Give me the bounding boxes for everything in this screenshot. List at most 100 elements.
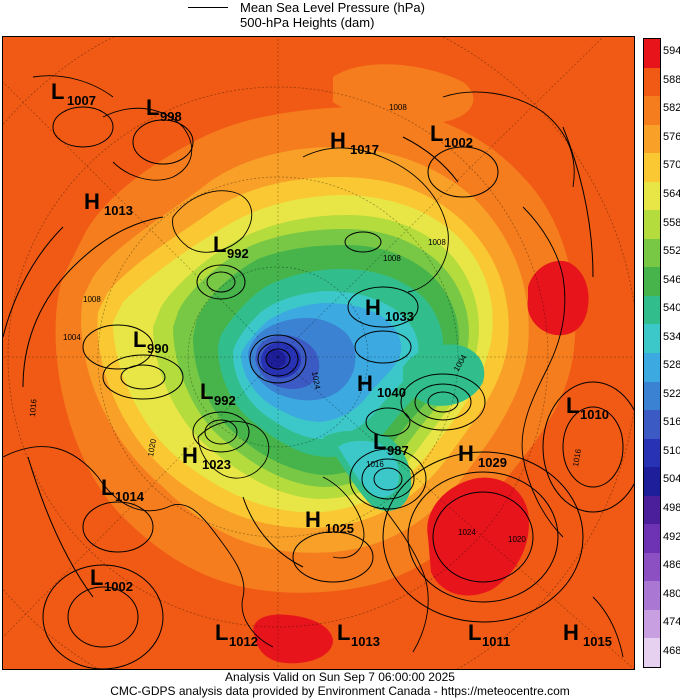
- height-band-594-east: [527, 260, 589, 336]
- colorbar-level-label: 540: [663, 302, 680, 315]
- isobar-label: 1024: [458, 528, 476, 537]
- svg-text:1007: 1007: [67, 93, 96, 108]
- svg-text:L: L: [337, 620, 350, 645]
- low-pressure-system: L 992: [200, 379, 236, 408]
- isobar-label: 1016: [571, 448, 583, 468]
- svg-text:992: 992: [214, 393, 236, 408]
- low-pressure-system: L 990: [133, 327, 169, 356]
- latitude-rings: [3, 37, 634, 669]
- colorbar-level-label: 546: [663, 273, 680, 286]
- svg-text:L: L: [215, 620, 228, 645]
- data-credit-text: CMC-GDPS analysis data provided by Envir…: [110, 684, 570, 698]
- footer: Analysis Valid on Sun Sep 7 06:00:00 202…: [0, 670, 680, 698]
- analysis-valid-text: Analysis Valid on Sun Sep 7 06:00:00 202…: [225, 670, 455, 684]
- low-pressure-system: L 987: [373, 429, 409, 458]
- svg-text:L: L: [213, 232, 226, 257]
- svg-text:1010: 1010: [580, 407, 609, 422]
- longitude-lines: [3, 37, 634, 669]
- colorbar-level-label: 588: [663, 73, 680, 86]
- colorbar-level-label: 510: [663, 444, 680, 457]
- height-band-594-south: [253, 614, 333, 664]
- low-pressure-system: L 1012: [215, 620, 258, 649]
- high-pressure-system: H 1040: [357, 371, 406, 400]
- svg-text:H: H: [458, 441, 474, 466]
- colorbar-level-label: 552: [663, 245, 680, 258]
- low-pressure-system: L 1002: [430, 121, 473, 150]
- legend: Mean Sea Level Pressure (hPa) 500-hPa He…: [188, 0, 488, 34]
- low-pressure-system: L 1002: [90, 565, 133, 594]
- colorbar-segment: [644, 552, 660, 582]
- colorbar: [643, 38, 661, 668]
- svg-text:1040: 1040: [377, 385, 406, 400]
- svg-text:1014: 1014: [115, 489, 145, 504]
- colorbar-segment: [644, 638, 660, 668]
- svg-text:987: 987: [387, 443, 409, 458]
- low-pressure-system: L 992: [213, 232, 249, 261]
- svg-text:L: L: [566, 393, 579, 418]
- low-pressure-system: L 1010: [566, 393, 609, 422]
- colorbar-level-label: 486: [663, 559, 680, 572]
- low-pressure-system: L 1011: [468, 620, 510, 649]
- high-pressure-system: H 1017: [330, 128, 379, 157]
- svg-text:L: L: [90, 565, 103, 590]
- colorbar-level-label: 504: [663, 473, 680, 486]
- svg-text:1015: 1015: [583, 634, 612, 649]
- isobar-label: 1016: [366, 460, 384, 469]
- high-pressure-system: H 1025: [305, 507, 354, 536]
- colorbar-level-label: 564: [663, 188, 680, 200]
- colorbar-segment: [644, 124, 660, 154]
- svg-text:1002: 1002: [444, 135, 473, 150]
- high-pressure-system: H 1033: [365, 295, 414, 324]
- colorbar-segment: [644, 438, 660, 468]
- svg-text:L: L: [468, 620, 481, 645]
- colorbar-level-label: 576: [663, 130, 680, 143]
- colorbar-level-label: 570: [663, 159, 680, 172]
- colorbar-level-label: 498: [663, 502, 680, 514]
- svg-text:998: 998: [160, 109, 182, 124]
- colorbar-segment: [644, 353, 660, 383]
- colorbar-level-label: 480: [663, 587, 680, 600]
- isobar-label: 1008: [383, 254, 401, 263]
- colorbar-level-label: 582: [663, 102, 680, 115]
- colorbar-level-label: 468: [663, 644, 680, 657]
- colorbar-segment: [644, 495, 660, 525]
- colorbar-segment: [644, 581, 660, 611]
- colorbar-level-label: 492: [663, 530, 680, 543]
- low-pressure-system: L 1007: [51, 79, 96, 108]
- svg-text:H: H: [365, 295, 381, 320]
- low-pressure-system: L 1013: [337, 620, 380, 649]
- colorbar-level-label: 528: [663, 359, 680, 372]
- isobar-label: 1020: [508, 535, 526, 544]
- colorbar-segment: [644, 96, 660, 126]
- colorbar-segment: [644, 153, 660, 183]
- svg-text:H: H: [330, 128, 346, 153]
- colorbar-level-label: 594: [663, 45, 680, 58]
- svg-text:1013: 1013: [104, 203, 133, 218]
- low-pressure-system: L 1014: [101, 475, 145, 504]
- colorbar-segment: [644, 181, 660, 211]
- high-pressure-system: H 1015: [563, 620, 612, 649]
- low-pressure-system: L 998: [146, 95, 182, 124]
- svg-text:L: L: [146, 95, 159, 120]
- height-band-582-north: [333, 64, 474, 124]
- pressure-systems: L 1007 L 998 H 1017 L 1002 H 1013 L 992 H 1033 …: [51, 79, 612, 649]
- high-pressure-system: H 1029: [458, 441, 507, 470]
- colorbar-segment: [644, 210, 660, 240]
- high-pressure-system: H 1023: [182, 443, 231, 472]
- colorbar-level-label: 534: [663, 330, 680, 343]
- height-band-534-south: [338, 440, 400, 498]
- svg-text:H: H: [84, 189, 100, 214]
- svg-text:L: L: [373, 429, 386, 454]
- svg-text:992: 992: [227, 246, 249, 261]
- svg-text:1033: 1033: [385, 309, 414, 324]
- svg-text:H: H: [182, 443, 198, 468]
- weather-map: 1008 1020 1016 1004 1008 1008 1008 1024 …: [2, 36, 635, 670]
- svg-text:L: L: [430, 121, 443, 146]
- isobar-label: 1004: [63, 333, 81, 342]
- colorbar-segment: [644, 295, 660, 325]
- svg-text:1002: 1002: [104, 579, 133, 594]
- isobar-label: 1020: [146, 438, 158, 458]
- pressure-line-symbol: [188, 7, 228, 8]
- svg-text:1017: 1017: [350, 142, 379, 157]
- coastlines: [3, 75, 624, 658]
